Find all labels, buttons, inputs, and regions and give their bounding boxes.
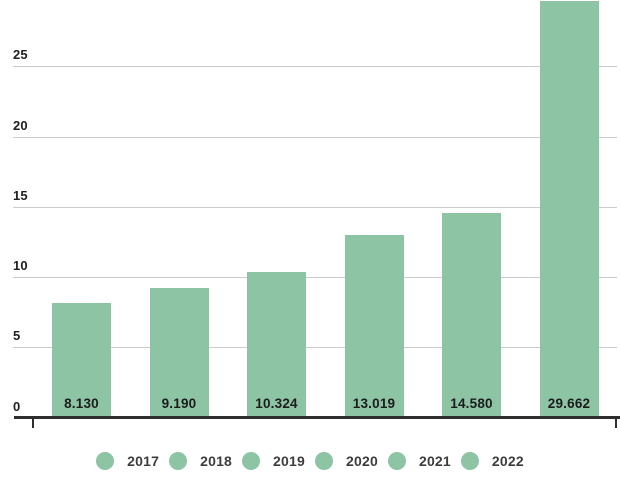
legend-item-2022[interactable]: 2022 <box>460 452 524 470</box>
y-axis-tick-label-25: 25 <box>13 47 28 63</box>
legend-label: 2020 <box>346 453 378 469</box>
legend-item-2020[interactable]: 2020 <box>315 452 378 470</box>
legend-dot-icon <box>96 452 115 470</box>
legend-item-2021[interactable]: 2021 <box>387 452 451 470</box>
legend-label: 2022 <box>491 453 524 469</box>
bar-2021[interactable]: 14.580 <box>442 212 501 418</box>
y-axis-tick-label-15: 15 <box>13 187 28 203</box>
gridline-y-10 <box>13 277 617 278</box>
legend-label: 2021 <box>418 453 451 469</box>
bar-2018[interactable]: 9.190 <box>149 288 209 418</box>
gridline-y-15 <box>13 206 617 208</box>
bar-value-label-2019: 10.324 <box>255 396 298 412</box>
legend-dot-icon <box>169 452 188 470</box>
y-axis-tick-label-20: 20 <box>13 117 28 133</box>
x-axis-line <box>14 415 620 419</box>
y-axis-tick-label-5: 5 <box>13 328 21 344</box>
legend-dot-icon <box>460 452 479 470</box>
bar-value-label-2021: 14.580 <box>450 396 493 412</box>
legend-dot-icon <box>387 452 406 470</box>
x-axis-tick-end <box>615 418 617 428</box>
chart-legend: 2017 2018 2019 2020 2021 2022 <box>0 451 620 471</box>
legend-label: 2017 <box>127 453 160 469</box>
bar-value-label-2020: 13.019 <box>352 396 396 412</box>
bar-2022[interactable]: 29.662 <box>539 0 599 418</box>
y-axis-tick-label-0: 0 <box>13 398 21 414</box>
legend-label: 2018 <box>200 453 233 469</box>
legend-label: 2019 <box>273 453 305 469</box>
legend-item-2017[interactable]: 2017 <box>96 452 159 470</box>
legend-dot-icon <box>315 452 333 470</box>
gridline-y-20 <box>13 136 617 138</box>
gridline-y-5 <box>13 347 617 349</box>
bar-value-label-2017: 8.130 <box>64 396 99 412</box>
gridline-y-25 <box>13 66 617 68</box>
bar-2020[interactable]: 13.019 <box>344 234 404 418</box>
legend-item-2018[interactable]: 2018 <box>169 452 232 470</box>
legend-item-2019[interactable]: 2019 <box>242 452 305 470</box>
legend-dot-icon <box>242 452 261 470</box>
bar-value-label-2022: 29.662 <box>547 396 591 412</box>
bar-value-label-2018: 9.190 <box>161 396 197 412</box>
bar-2017[interactable]: 8.130 <box>52 303 111 418</box>
bar-2019[interactable]: 10.324 <box>247 272 306 418</box>
x-axis-tick-start <box>32 418 34 428</box>
y-axis-tick-label-10: 10 <box>13 258 28 273</box>
